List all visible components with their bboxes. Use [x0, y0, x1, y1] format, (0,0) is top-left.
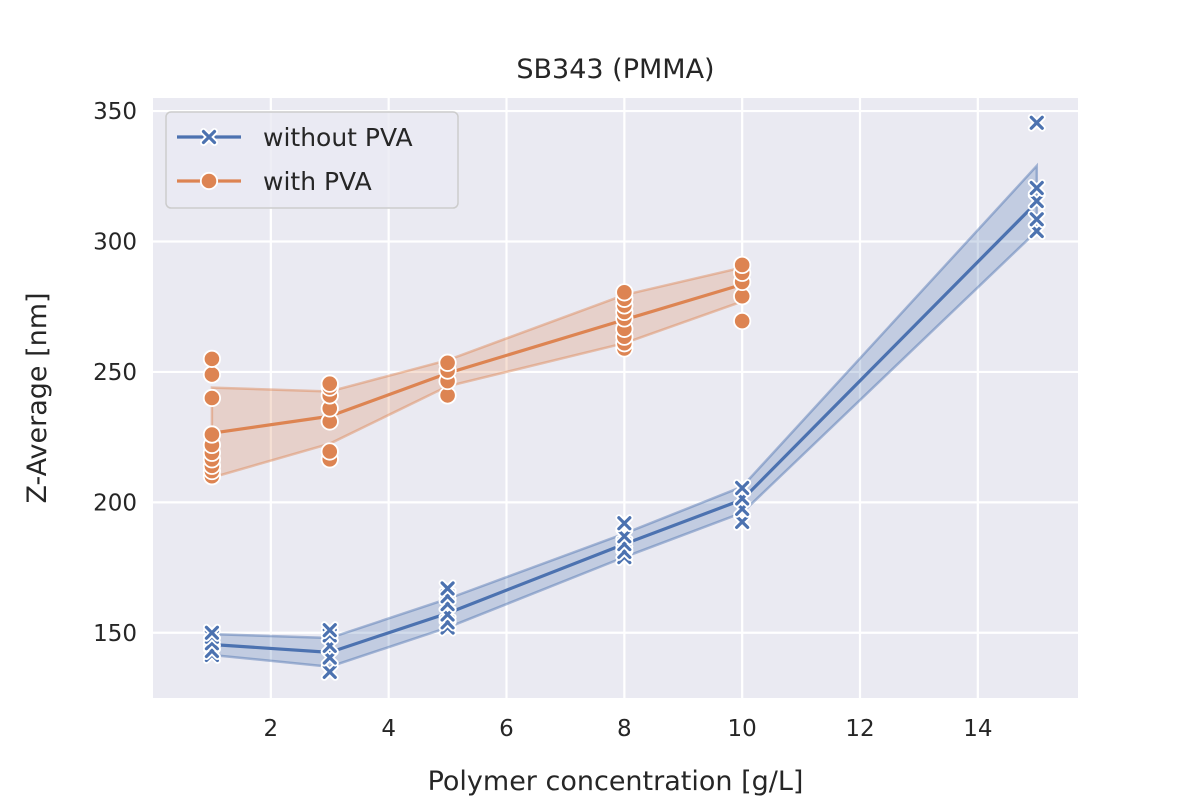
grid-lines — [153, 98, 1078, 698]
y-axis-label: Z-Average [nm] — [22, 292, 53, 503]
data-point-with-pva — [438, 353, 457, 372]
x-tick-label: 10 — [728, 716, 757, 742]
data-point-with-pva — [202, 425, 222, 444]
y-tick-label: 250 — [93, 360, 137, 386]
data-point-without-pva — [733, 512, 752, 531]
series-line-without-pva — [211, 201, 1038, 654]
x-tick-label: 14 — [963, 716, 992, 742]
data-point-without-pva — [438, 579, 457, 598]
data-point-with-pva — [733, 255, 752, 275]
data-point-with-pva — [202, 388, 222, 408]
data-point-without-pva — [1027, 113, 1046, 132]
data-point-without-pva — [1027, 192, 1046, 211]
tick-labels: 2 4 6 8 10 12 14 150 200 250 300 350 — [93, 99, 992, 742]
data-point-without-pva — [1027, 210, 1046, 229]
data-point-with-pva — [733, 311, 752, 331]
x-tick-label: 8 — [617, 716, 632, 742]
x-tick-label: 2 — [264, 716, 279, 742]
data-point-with-pva — [615, 283, 634, 302]
x-tick-label: 12 — [845, 716, 874, 742]
data-point-with-pva — [320, 374, 339, 393]
legend-label-without-pva: without PVA — [263, 123, 413, 152]
legend-marker-x — [200, 128, 218, 146]
data-point-without-pva — [320, 621, 339, 640]
y-tick-label: 200 — [93, 490, 137, 516]
x-axis-label: Polymer concentration [g/L] — [428, 766, 804, 797]
legend: without PVA with PVA — [165, 111, 459, 209]
legend-label-with-pva: with PVA — [263, 167, 372, 196]
data-point-without-pva — [615, 527, 634, 546]
data-point-without-pva — [320, 662, 339, 681]
data-point-without-pva — [733, 479, 752, 497]
data-point-without-pva — [202, 623, 221, 642]
legend-marker-with-pva — [199, 171, 219, 191]
legend-marker-o — [199, 171, 219, 191]
data-point-without-pva — [615, 514, 634, 533]
chart-title: SB343 (PMMA) — [516, 54, 714, 85]
y-tick-label: 150 — [93, 621, 137, 647]
y-tick-label: 350 — [93, 99, 137, 125]
data-point-without-pva — [1027, 179, 1046, 197]
legend-marker-without-pva — [200, 128, 218, 146]
data-point-with-pva — [202, 349, 222, 368]
data-points — [202, 113, 1046, 681]
x-tick-label: 4 — [381, 716, 396, 742]
y-tick-label: 300 — [93, 229, 137, 255]
data-point-with-pva — [320, 442, 339, 461]
x-tick-label: 6 — [499, 716, 514, 742]
data-point-with-pva — [202, 365, 222, 384]
